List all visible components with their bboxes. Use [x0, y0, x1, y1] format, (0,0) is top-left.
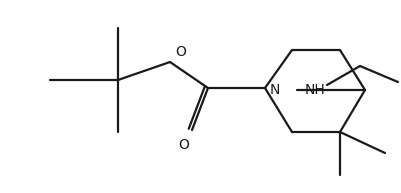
Text: N: N — [269, 83, 279, 97]
Text: O: O — [178, 138, 189, 152]
Text: O: O — [174, 45, 185, 59]
Text: NH: NH — [304, 83, 324, 97]
